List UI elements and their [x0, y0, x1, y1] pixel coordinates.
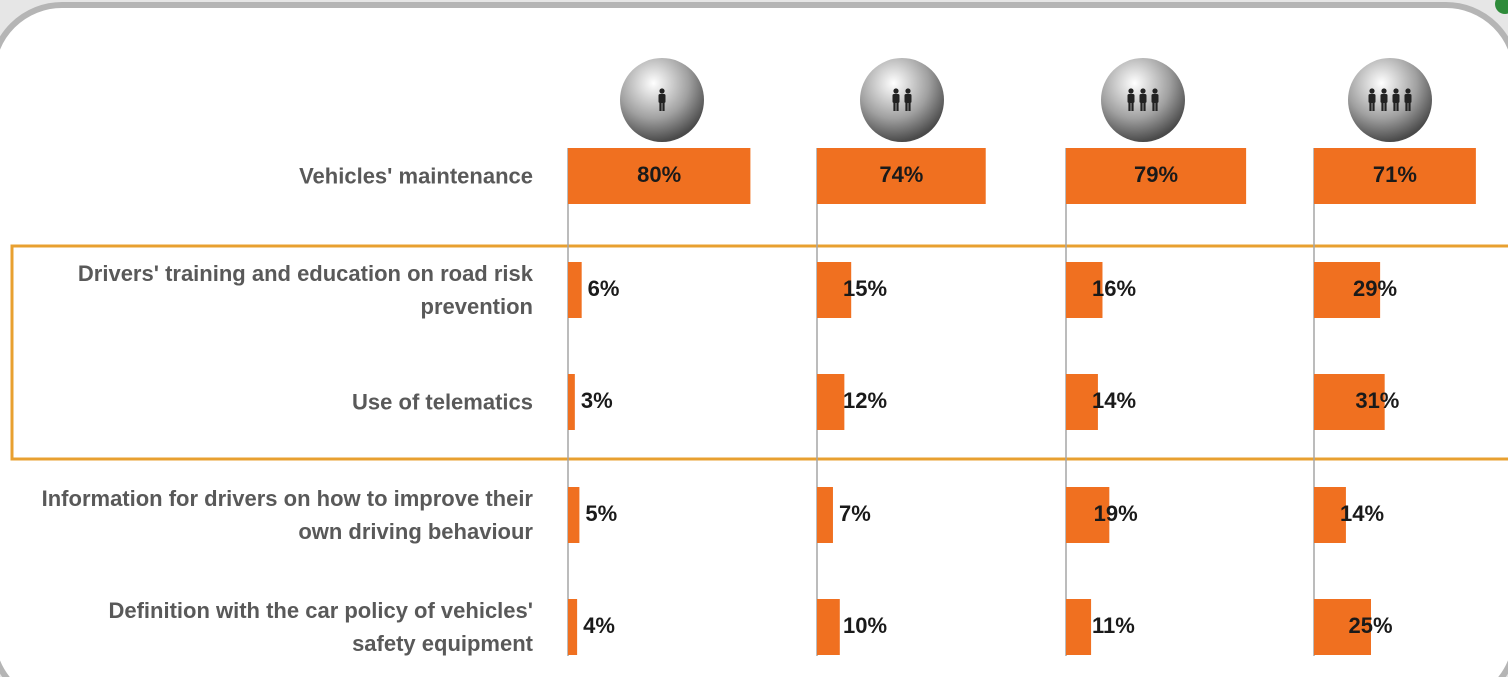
value-label: 25%: [1349, 613, 1393, 638]
value-label: 7%: [839, 501, 871, 526]
value-label: 3%: [581, 388, 613, 413]
value-label: 31%: [1355, 388, 1399, 413]
icon-3: [1101, 58, 1185, 142]
bar: [1066, 262, 1103, 318]
corner-badge: [1495, 0, 1508, 14]
value-label: 29%: [1353, 276, 1397, 301]
category-label: Information for drivers on how to improv…: [41, 486, 533, 544]
bar: [817, 599, 840, 655]
value-label: 6%: [588, 276, 620, 301]
bar: [817, 374, 845, 430]
value-label: 10%: [843, 613, 887, 638]
bar: [1066, 148, 1247, 204]
bar: [1314, 599, 1371, 655]
value-label: 79%: [1134, 162, 1178, 187]
icon-2: [860, 58, 944, 142]
bar: [568, 599, 578, 655]
value-label: 4%: [583, 613, 615, 638]
category-label: Definition with the car policy of vehicl…: [108, 598, 533, 656]
bar: [1314, 148, 1476, 204]
value-label: 71%: [1373, 162, 1417, 187]
value-label: 14%: [1092, 388, 1136, 413]
icon-1: [620, 58, 704, 142]
value-label: 5%: [585, 501, 617, 526]
value-label: 80%: [637, 162, 681, 187]
value-label: 19%: [1094, 501, 1138, 526]
category-label: Vehicles' maintenance: [299, 163, 533, 189]
bar: [568, 148, 751, 204]
category-label: Use of telematics: [352, 389, 533, 415]
highlight-box: [10, 244, 1508, 461]
value-label: 14%: [1340, 501, 1384, 526]
bar: [1066, 374, 1098, 430]
bar: [1066, 487, 1110, 543]
bar: [817, 148, 986, 204]
value-label: 11%: [1092, 613, 1135, 638]
value-label: 16%: [1092, 276, 1136, 301]
bar: [1314, 374, 1385, 430]
bar: [1066, 599, 1092, 655]
value-label: 12%: [843, 388, 887, 413]
bar: [568, 374, 575, 430]
bar: [817, 487, 833, 543]
value-label: 74%: [879, 162, 923, 187]
bar: [817, 262, 852, 318]
bar: [1314, 487, 1346, 543]
bar: [568, 262, 582, 318]
category-label: Drivers' training and education on road …: [77, 261, 533, 319]
icon-4: [1348, 58, 1432, 142]
bar: [568, 487, 580, 543]
value-label: 15%: [843, 276, 887, 301]
bar: [1314, 262, 1381, 318]
